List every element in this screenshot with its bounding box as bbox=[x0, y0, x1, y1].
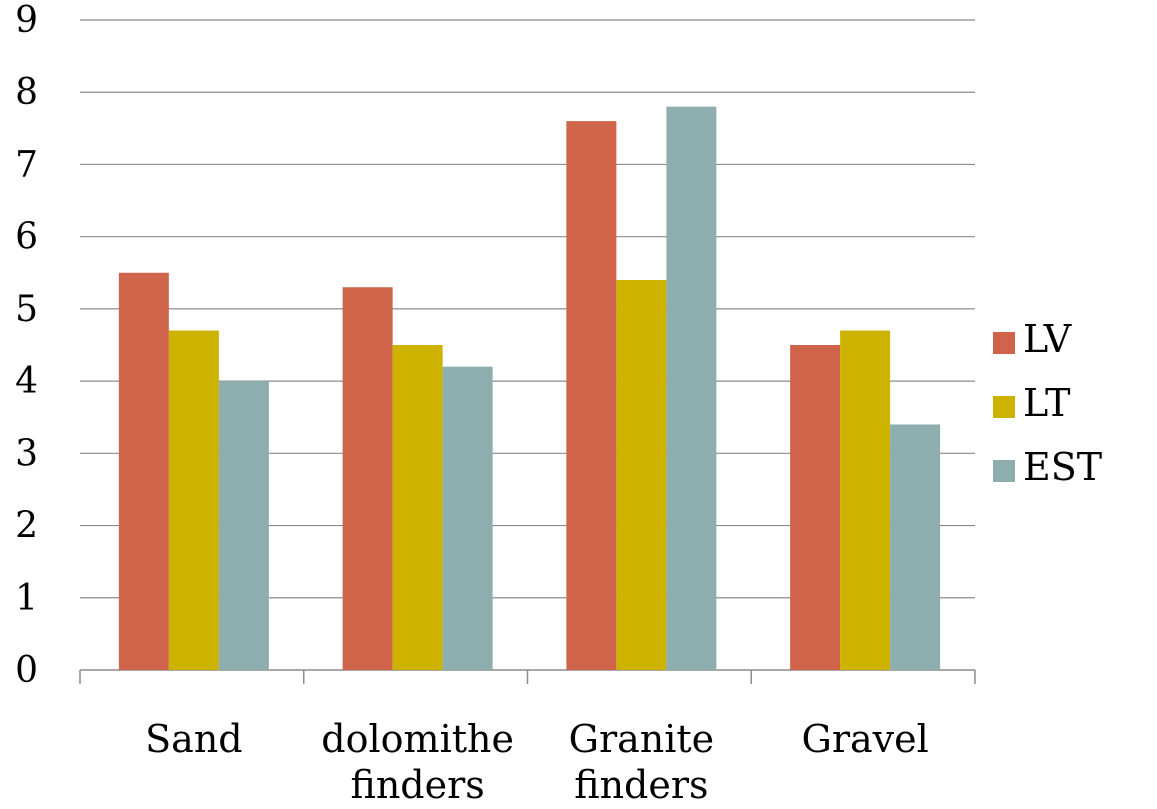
bar-lv bbox=[118, 272, 169, 670]
x-axis: Sand dolomithe finders Granite finders Gravel bbox=[79, 669, 976, 807]
y-tick-label: 8 bbox=[15, 72, 38, 113]
bar-lt bbox=[840, 330, 891, 670]
bar-lt bbox=[168, 330, 219, 670]
legend-swatch-lt bbox=[993, 396, 1015, 418]
y-tick-label: 4 bbox=[15, 361, 38, 402]
y-tick-label: 2 bbox=[15, 506, 38, 547]
bar-lt bbox=[616, 280, 667, 670]
legend: LV LT EST bbox=[993, 317, 1102, 489]
x-category-label: Granite finders bbox=[569, 717, 715, 807]
legend-swatch-est bbox=[993, 460, 1015, 482]
bar-est bbox=[442, 366, 493, 670]
x-category-label: Gravel bbox=[801, 717, 928, 761]
bar-lv bbox=[566, 121, 617, 671]
y-axis: 0 1 2 3 4 5 6 7 8 9 bbox=[15, 0, 38, 691]
legend-label-lt: LT bbox=[1023, 381, 1070, 425]
legend-label-est: EST bbox=[1023, 445, 1102, 489]
y-tick-label: 3 bbox=[15, 433, 38, 474]
bars bbox=[118, 106, 941, 671]
y-tick-label: 7 bbox=[15, 144, 38, 185]
y-tick-label: 1 bbox=[15, 578, 38, 619]
y-tick-label: 5 bbox=[15, 289, 38, 330]
legend-label-lv: LV bbox=[1023, 317, 1072, 361]
legend-swatch-lv bbox=[993, 332, 1015, 354]
bar-lt bbox=[392, 345, 443, 670]
y-tick-label: 6 bbox=[15, 217, 38, 258]
bar-est bbox=[666, 106, 717, 670]
bar-est bbox=[218, 381, 269, 670]
y-tick-label: 0 bbox=[15, 650, 38, 691]
x-category-label: dolomithe finders bbox=[321, 717, 514, 807]
bar-lv bbox=[790, 345, 841, 670]
x-category-label: Sand bbox=[145, 717, 243, 761]
y-tick-label: 9 bbox=[15, 0, 38, 41]
bar-lv bbox=[342, 287, 393, 670]
bar-est bbox=[890, 424, 941, 670]
